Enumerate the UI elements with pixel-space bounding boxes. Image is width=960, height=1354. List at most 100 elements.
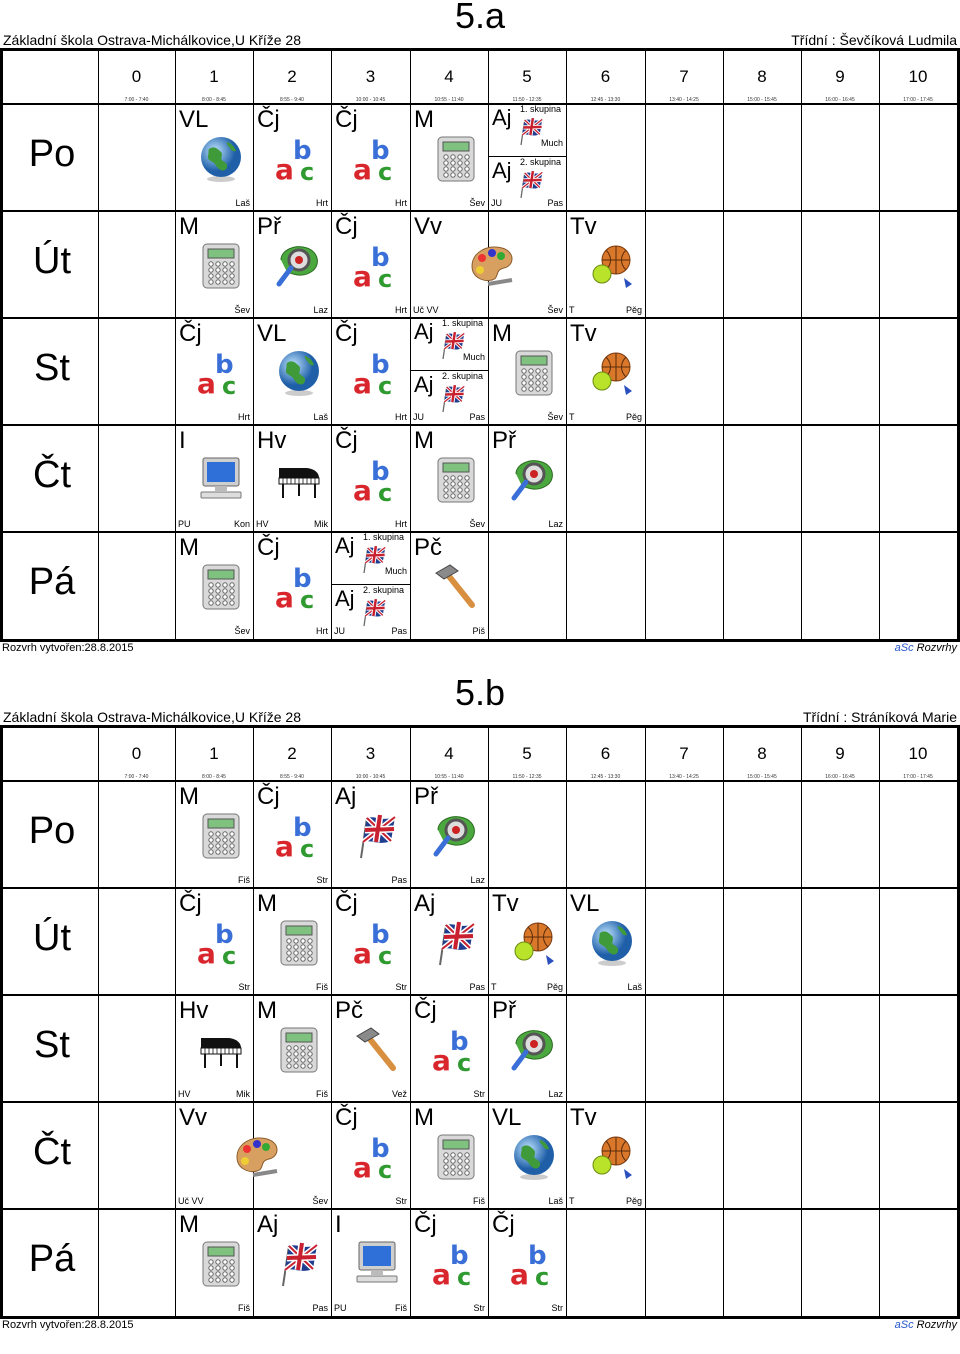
lesson-cell[interactable]: M Fiš [175, 1208, 253, 1315]
svg-text:a: a [275, 830, 294, 862]
lesson-cell[interactable]: Čj b a c Hrt [331, 424, 410, 531]
lesson-cell[interactable]: Aj Pas [253, 1208, 331, 1315]
lesson-cell[interactable]: Tv T Pěg [566, 317, 645, 424]
lesson-cell[interactable]: M Šev [175, 210, 253, 317]
lesson-cell[interactable]: Čj b a c Hrt [331, 210, 410, 317]
piano-icon [275, 454, 323, 506]
lesson-cell[interactable]: Čj b a c Str [410, 1208, 488, 1315]
lesson-cell[interactable]: VL Laš [566, 887, 645, 994]
period-time: 10:00 - 10:45 [355, 774, 386, 780]
lesson-cell[interactable]: VL Laš [488, 1101, 566, 1208]
period-number: 6 [600, 67, 611, 86]
teacher-label: Piš [472, 626, 485, 636]
lesson-cell[interactable]: M Šev [410, 424, 488, 531]
period-number: 5 [522, 744, 532, 763]
lesson-cell[interactable]: Hv HV Mik [253, 424, 331, 531]
lesson-cell[interactable]: Čj b a c Str [253, 780, 331, 887]
period-time: 15:00 - 15:45 [747, 97, 777, 103]
teacher-label: Fiš [395, 1303, 407, 1313]
teacher-label: Šev [547, 412, 563, 422]
subject-name: Vv [414, 213, 443, 240]
subject-name: Př [492, 427, 516, 454]
lesson-cell[interactable]: VL Laš [175, 103, 253, 210]
grid-divider [175, 728, 176, 1316]
teacher-label: Hrt [316, 626, 328, 636]
lesson-cell[interactable]: Čj b a c Str [488, 1208, 566, 1315]
teacher-label: Hrt [395, 305, 407, 315]
lesson-cell[interactable]: VL Laš [253, 317, 331, 424]
room-label: T [569, 305, 575, 315]
lesson-cell[interactable]: Aj 1. skupina Much Aj 2. skupina JU Pas [488, 103, 566, 210]
brand-a: aSc [894, 1319, 914, 1331]
teacher-label: Hrt [316, 198, 328, 208]
group-lesson[interactable]: Aj 2. skupina JU Pas [331, 584, 410, 638]
lesson-cell[interactable]: I PU Fiš [331, 1208, 410, 1315]
group-lesson[interactable]: Aj 1. skupina Much [488, 103, 566, 156]
period-time: 7:00 - 7:40 [124, 97, 149, 103]
lesson-cell[interactable]: I PU Kon [175, 424, 253, 531]
room-label: PU [178, 519, 191, 529]
lesson-cell[interactable]: Tv T Pěg [566, 1101, 645, 1208]
lesson-cell[interactable]: Čj b a c Str [331, 1101, 410, 1208]
group-lesson[interactable]: Aj 2. skupina JU Pas [488, 156, 566, 210]
lesson-cell[interactable]: Čj b a c Hrt [331, 317, 410, 424]
lesson-cell[interactable]: Aj Pas [410, 887, 488, 994]
group-label: 2. skupina [520, 157, 562, 167]
period-number: 4 [444, 67, 454, 86]
lesson-cell[interactable]: Tv T Pěg [488, 887, 566, 994]
subject-name: M [179, 1211, 199, 1238]
group-lesson[interactable]: Aj 1. skupina Much [410, 317, 488, 370]
teacher-label: Laz [548, 1089, 563, 1099]
lesson-cell[interactable]: Vv Uč VV Šev [410, 210, 566, 317]
lesson-cell[interactable]: Př Laz [488, 994, 566, 1101]
grid-divider [410, 728, 411, 1316]
lesson-cell[interactable]: Př Laz [488, 424, 566, 531]
lesson-cell[interactable]: M Fiš [253, 994, 331, 1101]
lesson-cell[interactable]: Čj b a c Str [331, 887, 410, 994]
svg-text:c: c [378, 372, 392, 399]
period-time: 16:00 - 16:45 [825, 97, 855, 103]
subject-name: VL [492, 1104, 522, 1131]
lesson-cell[interactable]: Čj b a c Hrt [253, 103, 331, 210]
grid-divider [331, 51, 332, 639]
lesson-cell[interactable]: Čj b a c Str [175, 887, 253, 994]
lesson-cell[interactable]: Pč Vež [331, 994, 410, 1101]
period-number: 9 [835, 744, 845, 763]
lesson-cell[interactable]: Čj b a c Hrt [331, 103, 410, 210]
lesson-cell[interactable]: Aj Pas [331, 780, 410, 887]
lesson-cell[interactable]: M Fiš [175, 780, 253, 887]
lesson-cell[interactable]: Tv T Pěg [566, 210, 645, 317]
subject-name: Čj [257, 783, 280, 810]
grid-divider [331, 728, 332, 1316]
lesson-cell[interactable]: M Fiš [253, 887, 331, 994]
lesson-cell[interactable]: Aj 1. skupina Much Aj 2. skupina JU Pas [410, 317, 488, 424]
period-time: 11:50 - 12:35 [512, 97, 542, 103]
grid-divider [98, 51, 99, 639]
lesson-cell[interactable]: Př Laz [410, 780, 488, 887]
lesson-cell[interactable]: Hv HV Mik [175, 994, 253, 1101]
lesson-cell[interactable]: M Šev [175, 531, 253, 638]
subject-name: I [335, 1211, 342, 1238]
lesson-cell[interactable]: Vv Uč VV Šev [175, 1101, 331, 1208]
room-label: JU [334, 626, 345, 636]
lesson-cell[interactable]: M Šev [410, 103, 488, 210]
group-divider [410, 370, 488, 371]
lesson-cell[interactable]: Čj b a c Str [410, 994, 488, 1101]
teacher-label: Str [395, 1196, 407, 1206]
grid-divider [645, 51, 646, 639]
lesson-cell[interactable]: Př Laz [253, 210, 331, 317]
lesson-cell[interactable]: Čj b a c Hrt [175, 317, 253, 424]
lesson-cell[interactable]: Aj 1. skupina Much Aj 2. skupina JU Pas [331, 531, 410, 638]
group-lesson[interactable]: Aj 1. skupina Much [331, 531, 410, 584]
class-timetable: 5.a Základní škola Ostrava-Michálkovice,U… [0, 0, 960, 654]
lesson-cell[interactable]: M Fiš [410, 1101, 488, 1208]
calc-icon [197, 1238, 245, 1290]
svg-text:b: b [215, 350, 234, 380]
lesson-cell[interactable]: M Šev [488, 317, 566, 424]
lesson-cell[interactable]: Pč Piš [410, 531, 488, 638]
teacher-label: Str [473, 1303, 485, 1313]
group-lesson[interactable]: Aj 2. skupina JU Pas [410, 370, 488, 424]
lesson-cell[interactable]: Čj b a c Hrt [253, 531, 331, 638]
period-time: 10:55 - 11:40 [434, 774, 464, 780]
